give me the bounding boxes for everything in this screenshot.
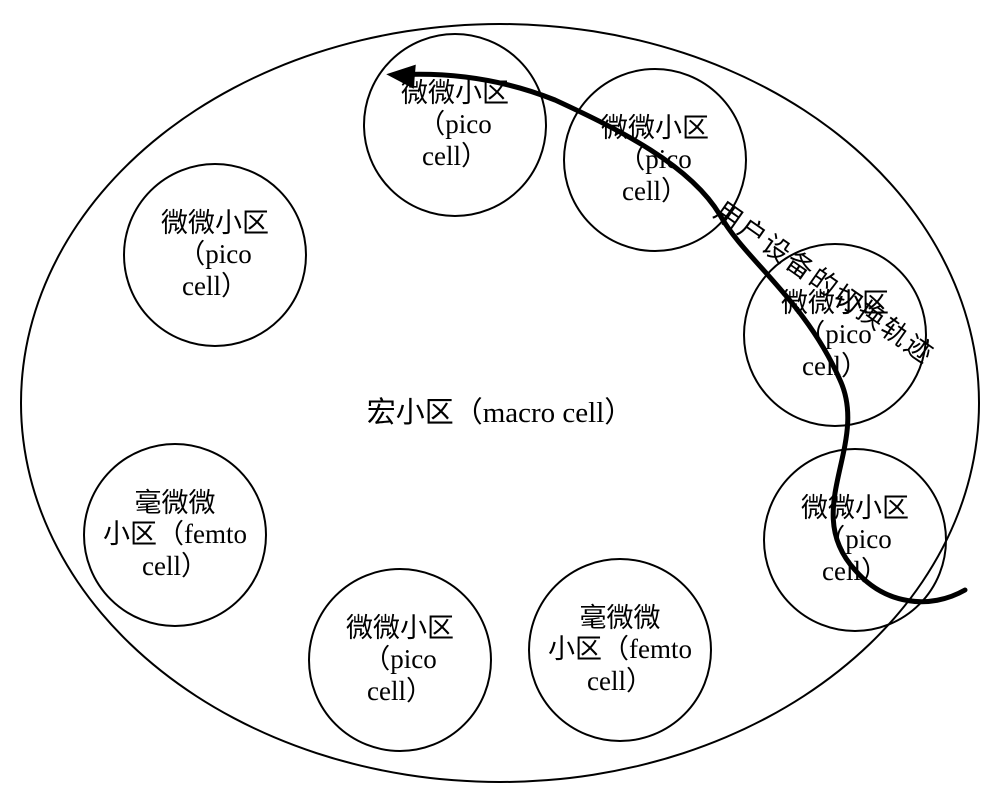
cell-pico-bottom-left: 微微小区（picocell） xyxy=(308,568,492,752)
cell-label-line: （pico xyxy=(178,239,252,270)
cell-label-line: 微微小区 xyxy=(401,78,509,109)
cell-pico-top-right: 微微小区（picocell） xyxy=(563,68,747,252)
cell-label-line: cell） xyxy=(367,676,433,707)
cell-label-line: 微微小区 xyxy=(346,613,454,644)
cell-label-line: cell） xyxy=(802,351,868,382)
cell-pico-right-mid: 微微小区（picocell） xyxy=(743,243,927,427)
cell-label-line: （pico xyxy=(798,319,872,350)
cell-label-line: 小区（femto xyxy=(548,634,692,665)
cell-label-line: 微微小区 xyxy=(781,288,889,319)
cell-label-line: cell） xyxy=(587,666,653,697)
cell-label-line: 微微小区 xyxy=(161,208,269,239)
cell-label-line: cell） xyxy=(422,141,488,172)
cell-label-line: 微微小区 xyxy=(601,113,709,144)
cell-pico-upper-left: 微微小区（picocell） xyxy=(123,163,307,347)
cell-label-line: cell） xyxy=(182,271,248,302)
cell-label-line: cell） xyxy=(822,556,888,587)
cell-label-line: （pico xyxy=(818,524,892,555)
cell-label-line: （pico xyxy=(618,144,692,175)
cell-femto-left: 毫微微小区（femtocell） xyxy=(83,443,267,627)
cell-label-line: cell） xyxy=(142,551,208,582)
diagram-canvas: 宏小区（macro cell） 用户设备的切换轨迹 微微小区（picocell）… xyxy=(0,0,1000,793)
cell-label-line: cell） xyxy=(622,176,688,207)
cell-label-line: 微微小区 xyxy=(801,493,909,524)
cell-pico-right-low: 微微小区（picocell） xyxy=(763,448,947,632)
cell-label-line: 毫微微 xyxy=(580,603,661,634)
cell-label-line: 小区（femto xyxy=(103,519,247,550)
cell-pico-top-center: 微微小区（picocell） xyxy=(363,33,547,217)
cell-label-line: 毫微微 xyxy=(135,488,216,519)
cell-label-line: （pico xyxy=(363,644,437,675)
cell-femto-bottom: 毫微微小区（femtocell） xyxy=(528,558,712,742)
cell-label-line: （pico xyxy=(418,109,492,140)
